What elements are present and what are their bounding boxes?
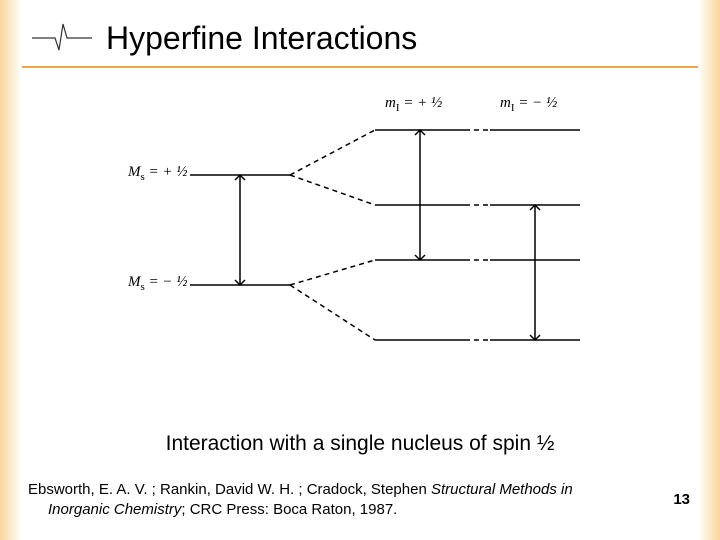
gradient-left — [0, 0, 22, 540]
slide-number: 13 — [673, 491, 690, 508]
label-ms-plus: Ms = + ½ — [128, 164, 188, 183]
header: Hyperfine Interactions — [22, 10, 698, 68]
citation: Ebsworth, E. A. V. ; Rankin, David W. H.… — [28, 480, 660, 519]
caption: Interaction with a single nucleus of spi… — [0, 432, 720, 456]
label-mi-minus: mI = − ½ — [500, 95, 557, 114]
logo-icon — [22, 13, 102, 63]
label-ms-minus: Ms = − ½ — [128, 274, 188, 293]
label-mi-plus: mI = + ½ — [385, 95, 442, 114]
gradient-right — [698, 0, 720, 540]
energy-diagram: Ms = + ½ Ms = − ½ mI = + ½ mI = − ½ — [130, 90, 600, 390]
page-title: Hyperfine Interactions — [106, 20, 417, 57]
